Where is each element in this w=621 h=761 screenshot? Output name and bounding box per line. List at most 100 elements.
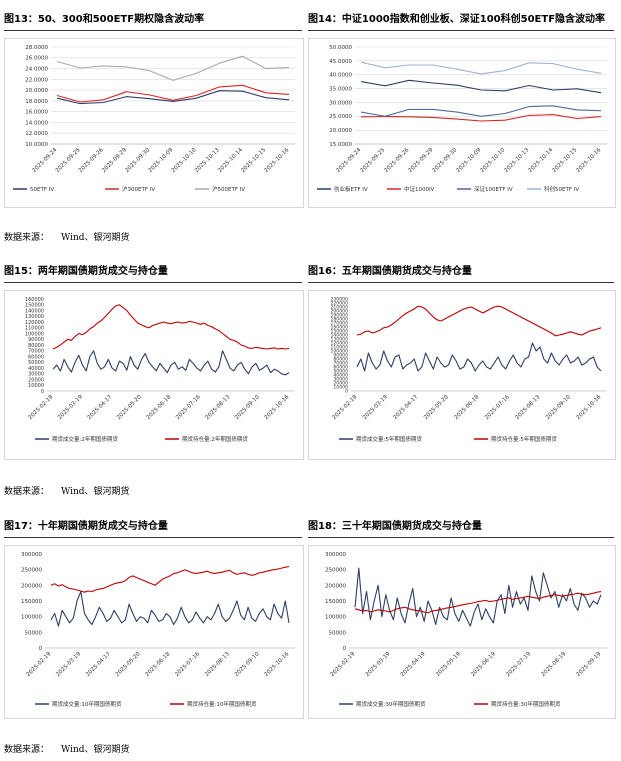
fig15-xtick-label: 2025-05-20 [116,394,143,421]
fig17-ytick-label: 300000 [21,552,42,558]
fig15-ytick-label: 60000 [28,354,44,360]
figure-17-number: 图17： [4,521,38,532]
chart-fig15-svg: 0100002000030000400005000060000700008000… [25,297,295,443]
fig14-series-line-0 [360,79,602,94]
fig16-ytick-label: 180000 [330,317,348,323]
fig15-xtick-label: 2025-02-19 [28,394,55,421]
fig15-ytick-label: 80000 [28,343,44,349]
fig16-ytick-label: 40000 [333,373,348,379]
fig15-legend-label-0: 期货成交量:2年期国债期货 [52,435,118,443]
fig17-xtick-label: 2025-09-10 [234,651,261,678]
fig15-ytick-label: 50000 [28,360,44,366]
figure-16-title: 图16：五年期国债期货成交与持仓量 [308,262,472,277]
figure-13-title-text: 50、300和500ETF期权隐含波动率 [37,14,205,25]
fig15-xtick-label: 2025-09-10 [234,394,261,421]
fig16-ytick-label: 10000 [333,385,348,391]
fig17-xtick-label: 2025-06-18 [145,651,172,678]
fig18-ytick-label: 250000 [325,568,346,574]
source-label: 数据来源： [4,487,50,497]
fig18-xtick-label: 2025-08-19 [540,651,567,678]
fig16-ytick-label: 210000 [330,305,348,311]
fig15-ytick-label: 140000 [25,308,44,314]
fig17-xtick-label: 2025-08-13 [204,651,231,678]
fig16-ytick-label: 120000 [330,341,348,347]
fig13-ytick-label: 18.0000 [25,99,48,105]
fig15-xtick-label: 2025-07-16 [175,394,202,421]
fig16-series-line-0 [356,342,602,372]
fig18-xtick-label: 2025-07-19 [505,651,532,678]
fig16-xtick-label: 2025-05-20 [423,394,450,421]
figure-18-title: 图18：三十年期国债期货成交与持仓量 [308,517,482,532]
fig16-ytick-label: 100000 [330,349,348,355]
fig14-ytick-label: 50.0000 [329,45,352,51]
source-note-1: 数据来源： Wind、银河期货 [4,230,130,243]
source-label: 数据来源： [4,745,50,755]
figure-14-title: 图14：中证1000指数和创业板、深证100科创50ETF隐含波动率 [308,10,605,25]
fig15-ytick-label: 100000 [25,331,44,337]
fig17-xtick-label: 2025-05-20 [115,651,142,678]
fig14-series-line-1 [360,114,602,122]
fig14-legend-label-3: 科创50ETF IV [544,185,579,193]
fig18-legend-label-1: 期货持仓量:30年期国债期货 [491,700,561,708]
fig17-xtick-label: 2025-04-17 [85,651,112,678]
chart-fig14: 15.0000 20.0000 25.0000 30.0000 35.0000 40.00… [308,38,616,208]
fig18-series-line-1 [354,591,602,614]
figure-15-title: 图15：两年期国债期货成交与持仓量 [4,262,168,277]
fig17-xtick-label: 2025-10-16 [264,651,291,678]
source-label: 数据来源： [4,233,50,243]
fig17-ytick-label: 200000 [21,583,42,589]
chart-fig17: 0 50000 100000 150000 200000 250000 300000 2025… [4,545,304,719]
fig15-ytick-label: 160000 [25,297,44,303]
fig16-xtick-label: 2025-09-10 [545,394,572,421]
fig16-ytick-label: 230000 [330,297,348,303]
fig14-ytick-label: 30.0000 [329,100,352,106]
fig15-ytick-label: 90000 [28,337,44,343]
fig15-ytick-label: 10000 [28,383,44,389]
fig16-ytick-label: 110000 [330,345,348,351]
fig18-series-line-0 [354,567,602,627]
fig13-series-line-1 [56,84,290,103]
fig14-series-line-3 [360,61,602,75]
chart-fig15: 0 10000 20000 30000 40000 50000 60000 70000 8000… [4,290,304,460]
fig13-ytick-label: 22.0000 [25,77,48,83]
fig17-legend-label-1: 期货持仓量:10年期国债期货 [187,700,257,708]
fig14-ytick-label: 25.0000 [329,114,352,120]
fig18-ytick-label: 50000 [329,630,347,636]
fig18-legend-label-0: 期货成交量:30年期国债期货 [356,700,426,708]
fig17-ytick-label: 100000 [21,615,42,621]
figure-17-title-text: 十年期国债期货成交与持仓量 [37,521,168,532]
fig16-ytick-label: 170000 [330,321,348,327]
chart-fig16-svg: 0100002000030000400005000060000700008000… [330,297,607,443]
fig15-ytick-label: 130000 [25,314,44,320]
fig17-xtick-label: 2025-03-19 [55,651,82,678]
fig13-ytick-label: 12.0000 [25,131,48,137]
fig18-xtick-label: 2025-02-19 [330,651,357,678]
fig17-ytick-label: 250000 [21,568,42,574]
fig18-ytick-label: 300000 [325,552,346,558]
source-text: Wind、银河期货 [61,233,130,243]
fig18-ytick-label: 200000 [325,583,346,589]
fig16-ytick-label: 130000 [330,337,348,343]
fig16-legend-label-1: 期货持仓量:5年期国债期货 [491,435,557,443]
figure-15-number: 图15： [4,266,38,277]
figure-13-title: 图13：50、300和500ETF期权隐含波动率 [4,10,204,25]
fig13-ytick-label: 10.0000 [25,142,48,148]
fig17-series-line-1 [50,565,290,593]
fig17-series-line-0 [50,591,290,627]
fig15-ytick-label: 110000 [25,326,44,332]
fig15-series-line-1 [52,304,290,350]
fig13-ytick-label: 24.0000 [25,66,48,72]
fig13-ytick-label: 16.0000 [25,110,48,116]
fig16-xtick-label: 2025-02-19 [332,394,359,421]
fig18-ytick-label: 100000 [325,615,346,621]
fig17-xtick-label: 2025-07-16 [174,651,201,678]
fig15-xtick-label: 2025-10-16 [264,394,291,421]
chart-fig18: 0 50000 100000 150000 200000 250000 300000 2025… [308,545,616,719]
figure-16-number: 图16： [308,266,342,277]
chart-fig17-svg: 0 50000 100000 150000 200000 250000 300000 2025… [21,552,295,708]
fig14-series-line-2 [360,105,602,117]
fig16-ytick-label: 140000 [330,333,348,339]
figure-13-number: 图13： [4,14,38,25]
figure-14-number: 图14： [308,14,342,25]
fig15-ytick-label: 30000 [28,372,44,378]
